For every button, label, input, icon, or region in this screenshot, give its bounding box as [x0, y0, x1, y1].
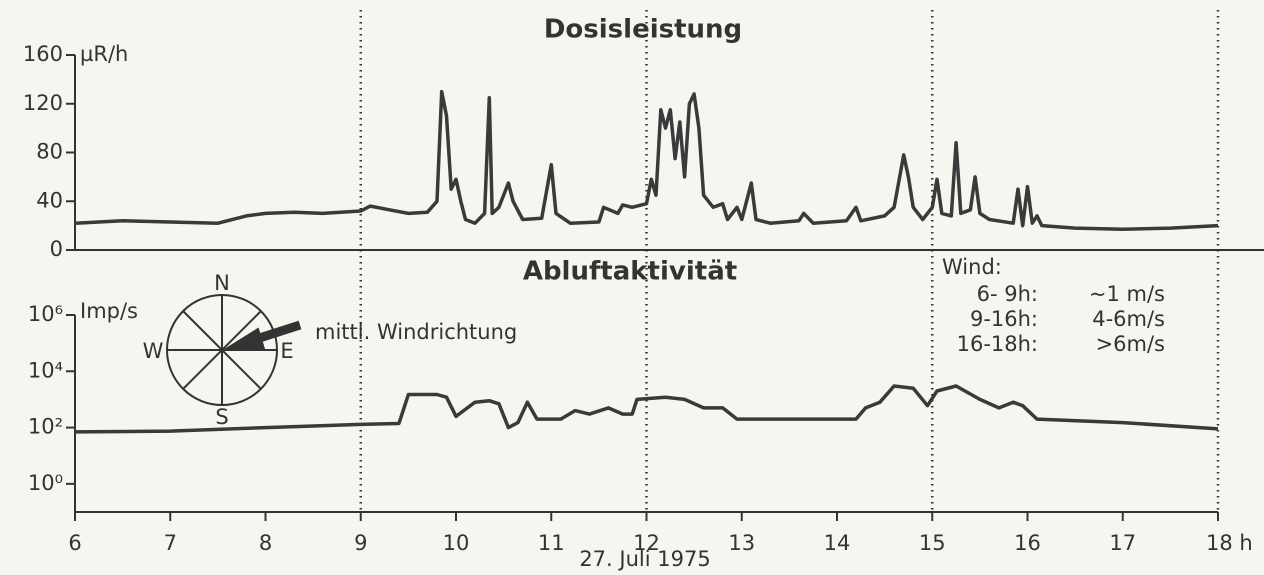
x-tick-label: 9: [354, 531, 367, 555]
wind-speed: >6m/s: [1096, 332, 1165, 356]
wind-speed: ~1 m/s: [1089, 282, 1165, 306]
compass-line: [182, 310, 262, 390]
x-tick-label: 18 h: [1206, 531, 1253, 555]
data-line: [74, 89, 1219, 232]
x-tick-label: 17: [1109, 531, 1136, 555]
x-tick-label: 11: [538, 531, 565, 555]
x-tick-label: 14: [824, 531, 851, 555]
x-tick-label: 8: [259, 531, 272, 555]
wind-period: 9-16h:: [970, 307, 1038, 331]
x-tick-label: 13: [728, 531, 755, 555]
compass: [166, 294, 302, 406]
y-tick-label: 80: [36, 140, 63, 164]
wind-title: Wind:: [942, 255, 1002, 279]
y-tick-label: 10⁰: [28, 471, 63, 495]
x-tick-label: 7: [164, 531, 177, 555]
chart-title: Dosisleistung: [544, 15, 742, 45]
y-tick-label: 10²: [28, 415, 63, 439]
y-tick-label: 0: [50, 237, 63, 261]
y-unit: µR/h: [80, 42, 128, 66]
wind-speed: 4-6m/s: [1092, 307, 1165, 331]
x-tick-label: 6: [68, 531, 81, 555]
y-tick-label: 160: [23, 42, 63, 66]
compass-label: N: [214, 271, 230, 295]
x-tick-label: 16: [1014, 531, 1041, 555]
wind-arrow-head: [222, 327, 266, 350]
y-unit: Imp/s: [80, 299, 138, 323]
x-tick-label: 12: [633, 531, 660, 555]
y-tick-label: 10⁴: [28, 358, 63, 382]
x-tick-label: 15: [919, 531, 946, 555]
wind-period: 16-18h:: [957, 332, 1038, 356]
compass-label: W: [143, 339, 164, 363]
y-tick-label: 40: [36, 188, 63, 212]
chart-title: Abluftaktivität: [523, 257, 737, 287]
wind-period: 6- 9h:: [977, 282, 1038, 306]
annotation: mittl. Windrichtung: [315, 320, 517, 344]
y-tick-label: 120: [23, 91, 63, 115]
data-line: [74, 384, 1219, 434]
y-tick-label: 10⁶: [28, 302, 63, 326]
compass-label: S: [215, 405, 228, 429]
x-axis-label: 27. Juli 1975: [579, 547, 710, 571]
compass-label: E: [280, 339, 293, 363]
x-tick-label: 10: [443, 531, 470, 555]
